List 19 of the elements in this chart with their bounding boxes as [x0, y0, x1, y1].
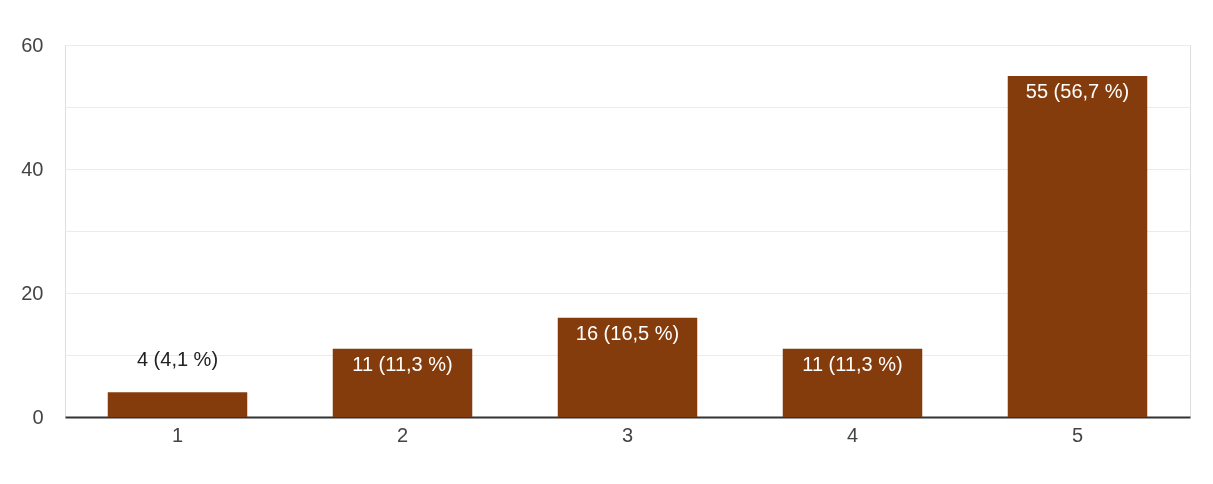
- text: 11 (11,3 %): [352, 352, 453, 375]
- x-tick-label: 1: [171, 423, 184, 446]
- bar: [107, 392, 248, 417]
- y-tick-label: 0: [32, 405, 44, 428]
- x-tick-label: 3: [621, 423, 634, 446]
- bar: [332, 348, 473, 417]
- x-tick-label: 2: [396, 423, 409, 446]
- text: 16 (16,5 %): [575, 321, 680, 344]
- y-tick-label: 60: [21, 33, 44, 56]
- x-tick-label: 4: [846, 423, 859, 446]
- bar: [782, 348, 923, 417]
- text: 11 (11,3 %): [802, 352, 903, 375]
- bar: [1007, 76, 1148, 417]
- y-tick-label: 40: [21, 157, 44, 180]
- text: 4 (4,1 %): [136, 348, 219, 371]
- x-tick-label: 5: [1071, 423, 1084, 446]
- bar: [557, 317, 698, 417]
- text: 55 (56,7 %): [1025, 80, 1130, 102]
- y-tick-label: 20: [21, 281, 44, 304]
